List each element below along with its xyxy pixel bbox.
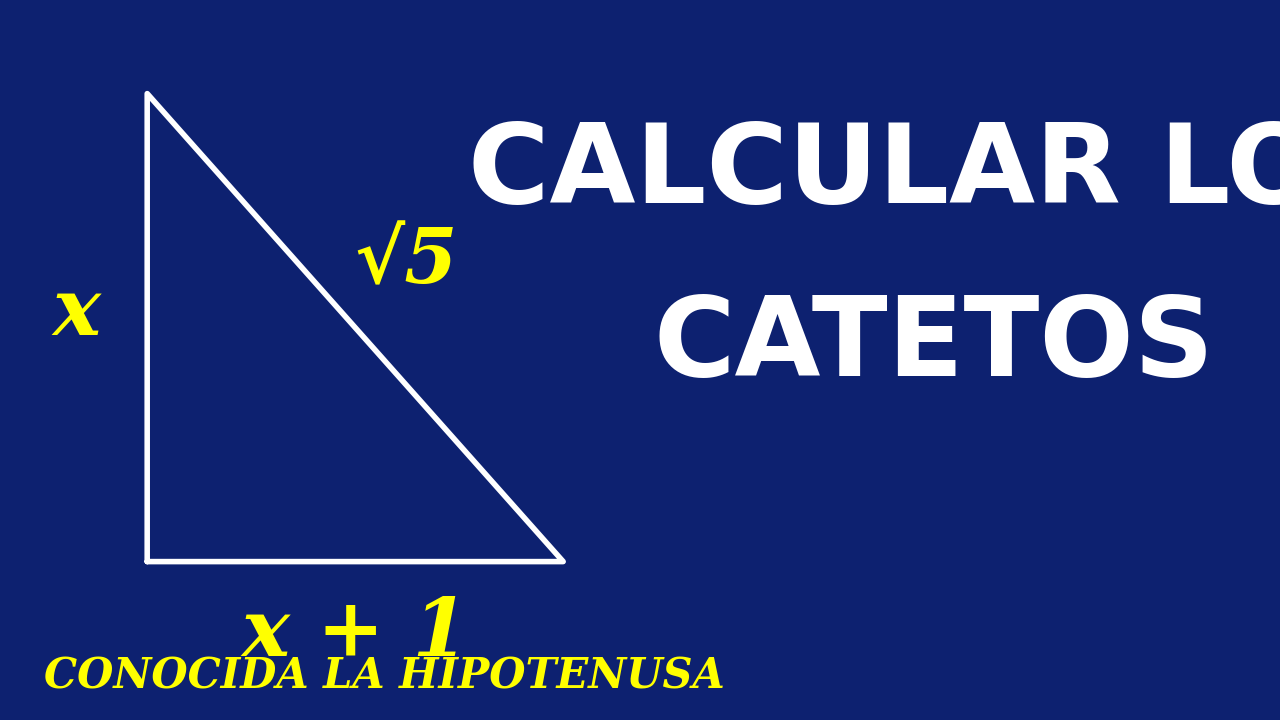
Text: CONOCIDA LA HIPOTENUSA: CONOCIDA LA HIPOTENUSA: [44, 656, 724, 698]
Text: CALCULAR LOS: CALCULAR LOS: [468, 120, 1280, 226]
Text: √5: √5: [355, 226, 458, 300]
Text: x: x: [52, 274, 101, 352]
Text: CATETOS: CATETOS: [654, 292, 1215, 399]
Text: x + 1: x + 1: [242, 595, 468, 672]
